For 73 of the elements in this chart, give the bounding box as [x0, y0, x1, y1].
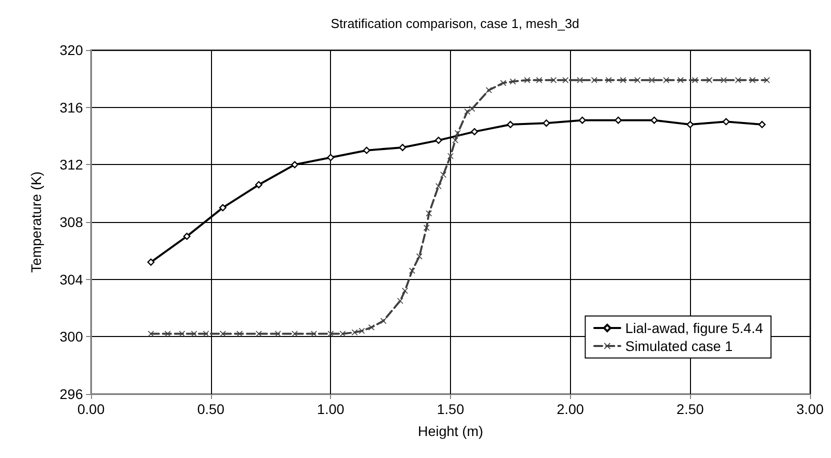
point	[692, 77, 698, 84]
point	[291, 161, 298, 168]
x-tick-label: 1.00	[317, 401, 345, 417]
point	[352, 329, 358, 336]
point	[486, 87, 492, 94]
x-tick-label: 3.00	[796, 401, 824, 417]
point	[310, 330, 317, 337]
point	[634, 77, 640, 84]
point	[164, 330, 171, 337]
y-axis-title: Temperature (K)	[28, 171, 44, 273]
point	[448, 153, 454, 160]
point	[256, 330, 262, 337]
point	[183, 232, 190, 240]
point	[650, 116, 658, 124]
y-tick-label: 320	[60, 42, 84, 58]
point	[524, 77, 530, 84]
point	[434, 136, 442, 144]
x-tick-label: 1.50	[436, 401, 464, 417]
point	[327, 154, 334, 162]
y-tick-label: 312	[60, 156, 84, 173]
point	[426, 210, 432, 216]
point	[749, 77, 756, 84]
point	[578, 116, 586, 124]
point	[452, 137, 458, 144]
x-tick-label: 2.50	[676, 401, 704, 417]
point	[328, 330, 334, 337]
point	[562, 77, 569, 84]
point	[219, 204, 226, 212]
point	[550, 77, 557, 84]
y-tick-label: 300	[60, 328, 84, 345]
point	[147, 258, 155, 266]
point	[576, 77, 583, 84]
point	[678, 77, 684, 84]
point	[606, 77, 612, 84]
line-series	[148, 77, 770, 337]
point	[648, 77, 655, 84]
point	[536, 77, 542, 84]
y-tick-label: 316	[60, 99, 84, 116]
point	[363, 146, 370, 154]
point	[416, 253, 422, 260]
point	[220, 330, 226, 337]
legend-label: Lial-awad, figure 5.4.4	[625, 320, 764, 336]
point	[735, 77, 742, 84]
point	[397, 298, 404, 304]
point	[542, 120, 550, 127]
point	[506, 120, 514, 128]
point	[614, 116, 622, 124]
legend-label: Simulated case 1	[625, 338, 733, 354]
point	[340, 330, 346, 337]
point	[758, 120, 766, 128]
x-tick-label: 2.00	[556, 401, 584, 417]
point	[454, 130, 461, 136]
x-tick-label: 0.00	[77, 401, 105, 417]
x-tick-label: 0.50	[197, 401, 225, 417]
point	[686, 120, 694, 128]
x-axis-title: Height (m)	[418, 423, 484, 439]
y-tick-label: 308	[60, 214, 84, 230]
point	[464, 108, 470, 115]
point	[292, 330, 298, 337]
point	[620, 77, 626, 84]
point	[255, 181, 262, 188]
point	[470, 128, 478, 136]
point	[706, 77, 712, 84]
point	[380, 318, 386, 324]
y-tick-label: 296	[60, 386, 84, 402]
chart-title: Stratification comparison, case 1, mesh_3d	[330, 16, 580, 31]
point	[440, 172, 446, 178]
y-tick-label: 304	[60, 271, 84, 288]
point	[409, 268, 416, 274]
point	[398, 144, 406, 152]
point	[764, 77, 770, 84]
point	[722, 118, 730, 126]
point	[368, 324, 374, 330]
